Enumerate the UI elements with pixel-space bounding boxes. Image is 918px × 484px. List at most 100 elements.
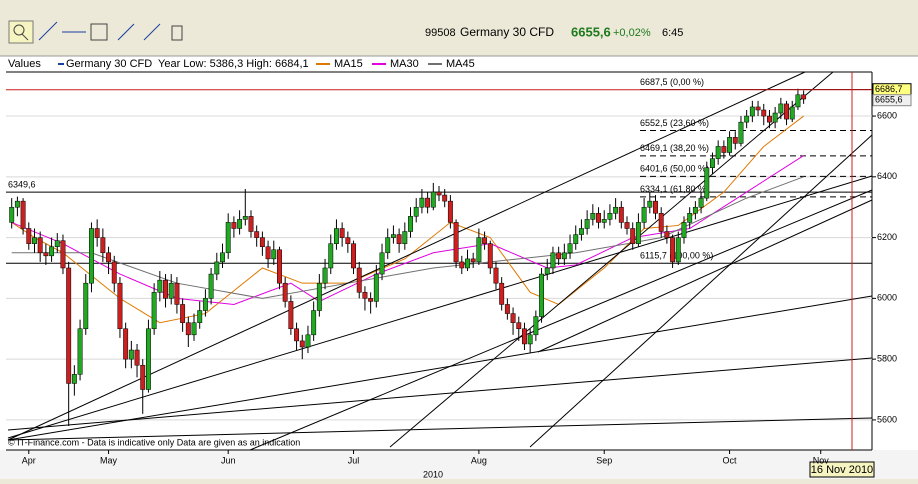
candle-body	[447, 200, 453, 223]
candle-body	[254, 231, 260, 238]
delete-button[interactable]	[171, 25, 183, 41]
y-tick-label: 6400	[877, 171, 897, 181]
candle-body	[624, 222, 630, 229]
candle-body	[89, 228, 94, 284]
candle-body	[413, 206, 419, 217]
candle-body	[100, 237, 106, 254]
candle-body	[202, 298, 208, 311]
legend-entry: MA30	[390, 58, 419, 70]
candle-body	[94, 228, 100, 238]
candle-body	[54, 240, 60, 247]
trend-line	[7, 357, 873, 431]
candle-body	[544, 267, 550, 275]
candle-body	[590, 213, 596, 220]
candle-body	[328, 243, 334, 269]
candle-body	[784, 103, 789, 120]
trendline-button[interactable]	[38, 21, 58, 41]
candle-body	[653, 200, 658, 214]
candle-body	[522, 328, 527, 345]
candle-body	[32, 237, 37, 244]
candle-body	[761, 109, 767, 117]
x-tick-label: Jul	[348, 455, 360, 465]
quote-change: +0,02%	[613, 27, 651, 39]
candle-body	[601, 219, 607, 223]
candle-body	[453, 222, 459, 263]
candle-body	[60, 240, 66, 269]
legend-entry: MA45	[446, 58, 475, 70]
candle-body	[37, 237, 43, 254]
fan-button[interactable]	[117, 23, 135, 41]
y-tick-label: 6000	[877, 293, 897, 303]
candle-body	[168, 282, 174, 299]
candle-body	[356, 267, 362, 293]
candle-body	[556, 252, 562, 260]
candle-body	[755, 106, 761, 111]
candle-body	[134, 349, 140, 366]
candle-body	[801, 94, 807, 100]
fib-button[interactable]	[90, 23, 108, 41]
candle-body	[710, 158, 715, 168]
gann-fan	[7, 71, 873, 451]
candle-body	[106, 252, 112, 263]
trend-line	[7, 417, 873, 441]
x-tick-label: Apr	[22, 455, 36, 465]
zoom-button[interactable]	[8, 20, 34, 44]
candle-body	[664, 231, 670, 238]
candle-body	[271, 249, 277, 260]
candle-body	[630, 228, 636, 244]
fib-label: 6552,5 (23,60 %)	[640, 118, 709, 128]
channel-button[interactable]	[143, 23, 161, 41]
candle-body	[687, 213, 693, 223]
candle-body	[299, 340, 305, 348]
candle-body	[681, 222, 687, 238]
candle-body	[618, 206, 624, 223]
candle-body	[316, 282, 322, 311]
candle-body	[396, 234, 402, 244]
candle-body	[573, 234, 579, 244]
candle-body	[482, 237, 488, 244]
candle-body	[333, 228, 339, 244]
price-box-label: 6655,6	[875, 95, 903, 105]
candle-body	[442, 194, 448, 202]
candle-body	[772, 112, 778, 123]
candle-body	[339, 228, 345, 238]
candle-body	[277, 249, 282, 284]
candle-body	[208, 273, 214, 299]
x-tick-label: Nov	[813, 455, 830, 465]
candle-body	[419, 197, 425, 208]
y-tick-label: 5800	[877, 354, 897, 364]
candle-body	[408, 216, 413, 232]
candle-body	[430, 191, 436, 208]
ma-line	[11, 115, 804, 324]
quote-code: 99508	[425, 27, 456, 39]
candle-body	[362, 292, 368, 299]
trend-line	[7, 175, 873, 439]
candle-body	[470, 258, 476, 263]
toolbar	[0, 0, 918, 47]
candle-body	[744, 115, 750, 123]
candle-body	[721, 146, 727, 153]
candle-body	[77, 328, 83, 375]
candle-body	[26, 228, 32, 244]
candle-body	[778, 103, 784, 114]
candle-body	[766, 115, 772, 123]
candle-body	[345, 237, 351, 244]
x-tick-label: Aug	[471, 455, 487, 465]
candle-body	[499, 282, 505, 305]
candle-body	[128, 349, 134, 360]
x-axis-band	[0, 450, 918, 479]
fib-label: 6401,6 (50,00 %)	[640, 164, 709, 174]
candle-body	[83, 282, 89, 330]
year-label: 2010	[423, 469, 443, 479]
date-box	[809, 461, 875, 478]
price-box	[872, 94, 912, 107]
candle-body	[487, 243, 493, 269]
candle-body	[242, 216, 248, 220]
trend-line	[249, 189, 873, 451]
chart-panel	[0, 56, 918, 479]
candle-body	[561, 252, 567, 260]
candle-body	[727, 137, 733, 153]
candle-body	[578, 228, 584, 235]
candle-body	[613, 206, 619, 214]
